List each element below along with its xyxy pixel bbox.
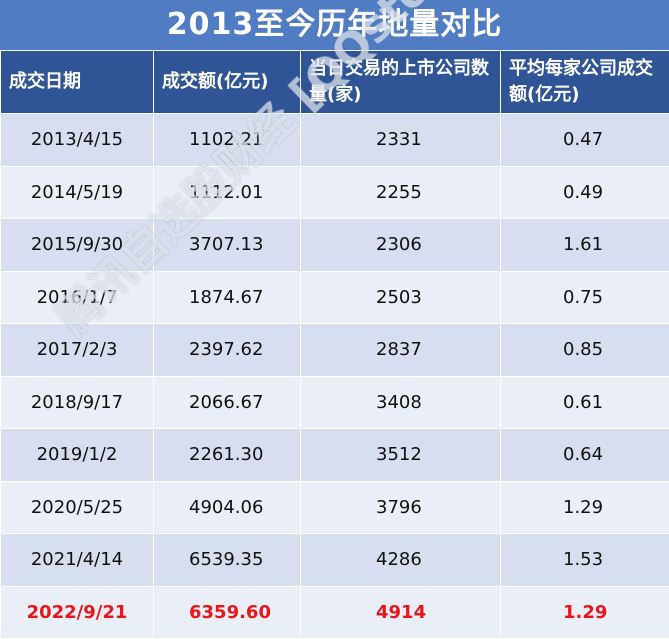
table-cell: 2020/5/25: [1, 481, 154, 534]
table-cell: 2255: [301, 166, 501, 219]
table-cell: 1102.21: [154, 114, 301, 167]
header-cell: 当日交易的上市公司数量(家): [301, 51, 501, 114]
table-cell: 2021/4/14: [1, 534, 154, 587]
table-cell: 4904.06: [154, 481, 301, 534]
table-cell: 2331: [301, 114, 501, 167]
table-cell: 4286: [301, 534, 501, 587]
table-cell: 1.29: [501, 586, 669, 639]
table-cell: 2066.67: [154, 376, 301, 429]
header-cell: 成交日期: [1, 51, 154, 114]
table-cell: 0.85: [501, 324, 669, 377]
table-cell: 3707.13: [154, 219, 301, 272]
table-cell: 6359.60: [154, 586, 301, 639]
table-cell: 1874.67: [154, 271, 301, 324]
table-cell: 2019/1/2: [1, 429, 154, 482]
table-cell: 3512: [301, 429, 501, 482]
table-cell: 2306: [301, 219, 501, 272]
table-cell: 0.61: [501, 376, 669, 429]
table-cell: 2013/4/15: [1, 114, 154, 167]
title: 2013至今历年地量对比: [0, 0, 669, 50]
header-cell: 平均每家公司成交额(亿元): [501, 51, 669, 114]
table-cell: 1.53: [501, 534, 669, 587]
table-cell: 6539.35: [154, 534, 301, 587]
table-cell: 2014/5/19: [1, 166, 154, 219]
table-cell: 4914: [301, 586, 501, 639]
table-cell: 0.47: [501, 114, 669, 167]
table-cell: 1112.01: [154, 166, 301, 219]
table-cell: 2503: [301, 271, 501, 324]
table-cell: 1.61: [501, 219, 669, 272]
table-cell: 3796: [301, 481, 501, 534]
table-cell: 2016/1/7: [1, 271, 154, 324]
table-cell: 0.75: [501, 271, 669, 324]
table-cell: 2015/9/30: [1, 219, 154, 272]
table-cell: 2397.62: [154, 324, 301, 377]
data-table: 成交日期成交额(亿元)当日交易的上市公司数量(家)平均每家公司成交额(亿元) 2…: [0, 50, 669, 639]
table-cell: 2017/2/3: [1, 324, 154, 377]
header-row: 成交日期成交额(亿元)当日交易的上市公司数量(家)平均每家公司成交额(亿元): [1, 51, 669, 114]
table-cell: 0.49: [501, 166, 669, 219]
header-cell: 成交额(亿元): [154, 51, 301, 114]
table-cell: 2837: [301, 324, 501, 377]
table-cell: 2022/9/21: [1, 586, 154, 639]
table-cell: 2018/9/17: [1, 376, 154, 429]
table-cell: 3408: [301, 376, 501, 429]
table-cell: 2261.30: [154, 429, 301, 482]
table-cell: 1.29: [501, 481, 669, 534]
table-cell: 0.64: [501, 429, 669, 482]
